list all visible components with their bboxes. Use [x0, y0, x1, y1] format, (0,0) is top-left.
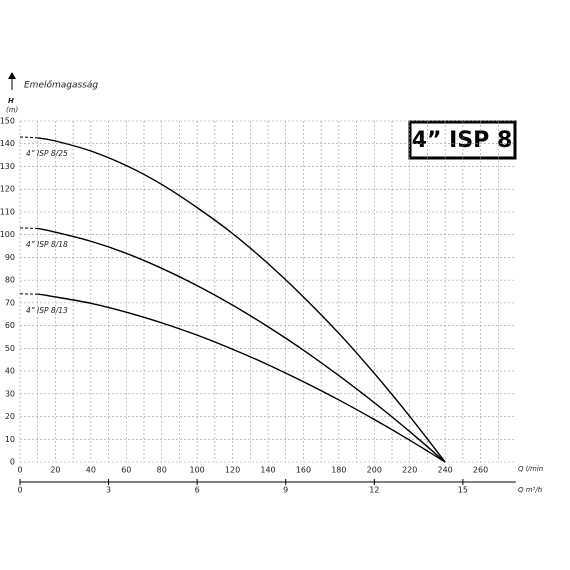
y-tick-label: 80: [5, 276, 15, 285]
y-tick-label: 40: [5, 367, 15, 376]
chart-title: 4” ISP 8: [412, 128, 513, 153]
y-tick-label: 20: [5, 412, 15, 421]
title-box: [408, 120, 517, 160]
y-tick-label: 60: [5, 321, 15, 330]
x-tick-label: 100: [190, 466, 205, 475]
x-tick-label: 60: [121, 466, 131, 475]
x-tick-label: 180: [331, 466, 346, 475]
y-arrow-head: [8, 72, 16, 79]
y-tick-label: 130: [0, 162, 15, 171]
series-line: [37, 137, 446, 463]
y-tick-label: 70: [5, 298, 15, 307]
x2-tick-label: 0: [17, 486, 22, 495]
y-axis-unit: (m): [6, 106, 19, 114]
x2-tick-label: 9: [283, 486, 288, 495]
series-label: 4” ISP 8/13: [26, 306, 68, 315]
series-lead: [19, 136, 38, 139]
y-tick-label: 0: [10, 458, 15, 467]
y-tick-label: 110: [0, 207, 15, 216]
y-tick-label: 150: [0, 117, 15, 126]
x2-tick-label: 15: [458, 486, 468, 495]
y-tick-label: 10: [5, 435, 15, 444]
x-tick-label: 120: [225, 466, 240, 475]
x-tick-label: 0: [17, 466, 22, 475]
x-tick-label: 200: [367, 466, 382, 475]
y-tick-label: 50: [5, 344, 15, 353]
y-tick-label: 30: [5, 389, 15, 398]
x-tick-label: 140: [260, 466, 275, 475]
y-tick-label: 140: [0, 139, 15, 148]
x-axis-label: Q l/min: [518, 465, 543, 473]
x-tick-label: 220: [402, 466, 417, 475]
x2-tick-label: 6: [195, 486, 200, 495]
x-tick-label: 40: [86, 466, 96, 475]
y-axis-symbol: H: [8, 97, 14, 105]
x-tick-label: 240: [438, 466, 453, 475]
y-axis-label: Emelőmagasság: [24, 81, 98, 91]
series-label: 4” ISP 8/25: [26, 149, 68, 158]
x2-tick-label: 3: [106, 486, 111, 495]
y-tick-label: 120: [0, 185, 15, 194]
x2-axis-label: Q m³/h: [518, 486, 542, 494]
series-lead: [19, 227, 38, 230]
series-line: [37, 227, 446, 463]
series-line: [37, 293, 446, 463]
y-tick-label: 100: [0, 230, 15, 239]
x-tick-label: 160: [296, 466, 311, 475]
x-tick-label: 80: [157, 466, 167, 475]
y-tick-label: 90: [5, 253, 15, 262]
x-tick-label: 20: [50, 466, 60, 475]
x-tick-label: 260: [473, 466, 488, 475]
series-label: 4” ISP 8/18: [26, 240, 68, 249]
x2-tick-label: 12: [369, 486, 379, 495]
